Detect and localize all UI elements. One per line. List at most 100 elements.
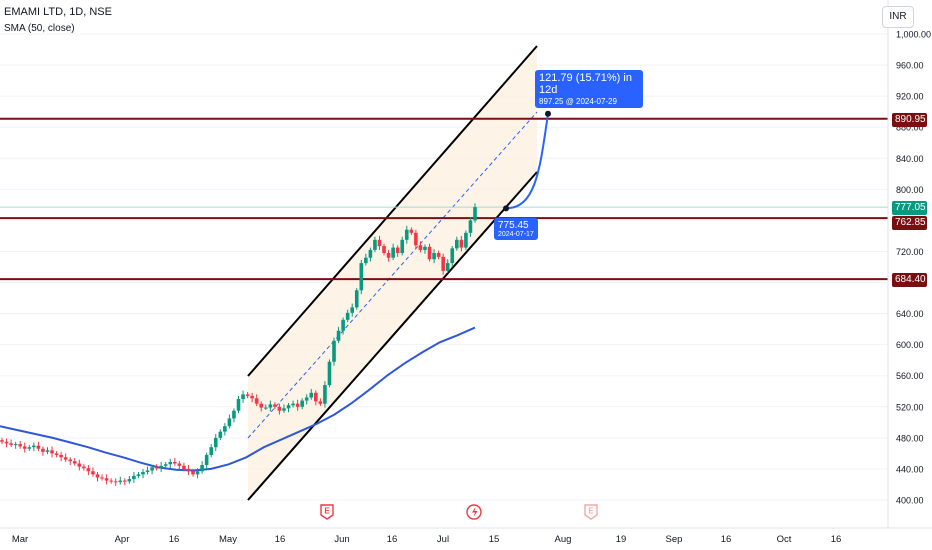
- candle-body: [282, 408, 286, 411]
- candle-body: [377, 239, 382, 247]
- candle-body: [72, 461, 77, 464]
- y-tick-label: 480.00: [896, 433, 924, 443]
- indicator-legend[interactable]: SMA (50, close): [4, 23, 75, 34]
- candle-body: [113, 481, 118, 483]
- candle-body: [50, 450, 54, 454]
- candle-body: [86, 468, 91, 472]
- trend-channel: [247, 45, 538, 501]
- candle-body: [77, 463, 82, 467]
- x-tick-label: Jun: [334, 534, 349, 545]
- candle-body: [409, 229, 414, 233]
- candle-body: [241, 394, 245, 400]
- candle-body: [154, 467, 159, 469]
- candles: [0, 203, 477, 487]
- candle-body: [13, 444, 18, 446]
- candle-body: [91, 471, 95, 475]
- projection-path: [505, 113, 549, 210]
- x-tick-label: 16: [721, 534, 732, 545]
- candle-body: [368, 249, 373, 258]
- y-tick-label: 840.00: [896, 154, 924, 164]
- candle-body: [0, 440, 4, 442]
- last-price-label: 777.05: [892, 201, 927, 215]
- candle-body: [359, 263, 364, 291]
- candle-body: [173, 461, 177, 464]
- candle-body: [332, 340, 336, 362]
- candle-body: [468, 220, 473, 233]
- candle-body: [63, 457, 68, 460]
- candle-body: [36, 445, 41, 449]
- candle-body: [136, 474, 141, 476]
- candle-body: [445, 263, 450, 271]
- y-tick-label: 400.00: [896, 496, 924, 506]
- currency-button[interactable]: INR: [882, 6, 914, 28]
- candle-body: [254, 398, 259, 404]
- candle-body: [232, 410, 236, 419]
- candle-body: [204, 454, 209, 466]
- candle-body: [455, 239, 459, 249]
- candle-body: [291, 403, 295, 406]
- candle-body: [386, 253, 391, 258]
- candle-body: [168, 461, 173, 465]
- candle-body: [300, 400, 304, 407]
- candle-body: [22, 446, 27, 449]
- candle-body: [400, 239, 405, 254]
- y-tick-label: 880.00: [896, 123, 924, 133]
- candle-body: [95, 474, 100, 478]
- candle-body: [473, 207, 477, 221]
- candle-body: [373, 239, 377, 250]
- x-tick-label: Apr: [115, 534, 130, 545]
- candle-body: [159, 465, 163, 469]
- candle-body: [141, 472, 145, 475]
- channel-upper-line: [247, 45, 538, 377]
- candle-body: [200, 465, 204, 472]
- candle-body: [277, 406, 282, 411]
- candle-body: [436, 253, 441, 257]
- candle-body: [182, 465, 186, 469]
- lightning-glyph: [472, 507, 478, 517]
- projection-change: 121.79 (15.71%) in 12d: [539, 72, 632, 96]
- x-tick-label: May: [219, 534, 237, 545]
- candle-body: [104, 478, 109, 481]
- y-tick-label: 1,000.00: [896, 30, 931, 40]
- chart-grid: [0, 33, 888, 501]
- candle-body: [163, 464, 168, 466]
- candle-body: [336, 330, 341, 341]
- projection-start-callout: 775.45 2024-07-17: [494, 218, 538, 240]
- x-tick-label: 16: [275, 534, 286, 545]
- candle-body: [382, 246, 386, 254]
- candle-body: [354, 290, 359, 308]
- projection-start-point: [503, 205, 509, 212]
- candle-body: [464, 232, 468, 248]
- candle-body: [122, 480, 127, 482]
- x-tick-label: Oct: [777, 534, 792, 545]
- y-tick-label: 560.00: [896, 371, 924, 381]
- y-tick-label: 920.00: [896, 92, 924, 102]
- sma-line: [0, 326, 476, 472]
- price-axis[interactable]: 400.00 440.00 480.00 520.00 560.00 600.00 640.…: [887, 0, 931, 528]
- projection-target: 897.25 @ 2024-07-29: [539, 97, 617, 106]
- candle-body: [132, 475, 136, 480]
- candle-body: [150, 467, 154, 471]
- candle-body: [109, 480, 113, 482]
- level-label-890: 890.95: [892, 113, 927, 127]
- candle-body: [286, 405, 291, 409]
- candle-body: [195, 471, 200, 475]
- projection-end-point: [545, 110, 551, 117]
- candle-body: [45, 450, 50, 452]
- candle-body: [318, 401, 323, 404]
- candle-body: [177, 463, 182, 466]
- level-label-762: 762.85: [892, 216, 927, 230]
- candle-body: [450, 248, 455, 264]
- candle-body: [395, 247, 400, 254]
- candle-body: [327, 361, 332, 386]
- time-axis[interactable]: Mar Apr 16 May 16 Jun 16 Jul 15 Aug 19 Sep 16 Oct 16: [0, 527, 932, 545]
- candle-body: [364, 257, 368, 264]
- candle-body: [427, 246, 432, 260]
- x-tick-label: Sep: [666, 534, 683, 545]
- projection-callout: 121.79 (15.71%) in 12d 897.25 @ 2024-07-…: [535, 70, 643, 108]
- horizontal-levels: [0, 117, 888, 281]
- candle-body: [414, 232, 418, 246]
- y-tick-label: 800.00: [896, 185, 924, 195]
